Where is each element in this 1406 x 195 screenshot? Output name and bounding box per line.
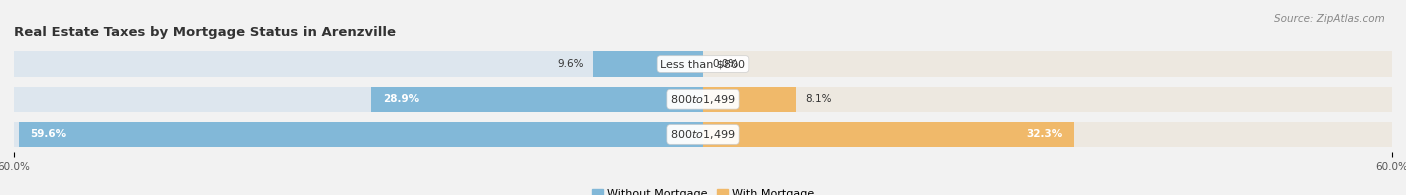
Text: Real Estate Taxes by Mortgage Status in Arenzville: Real Estate Taxes by Mortgage Status in … — [14, 26, 396, 39]
Bar — [14, 87, 703, 112]
Text: 32.3%: 32.3% — [1026, 129, 1063, 139]
Text: 0.0%: 0.0% — [713, 59, 738, 69]
Bar — [14, 51, 703, 77]
Bar — [371, 87, 703, 112]
Text: 28.9%: 28.9% — [382, 94, 419, 104]
Legend: Without Mortgage, With Mortgage: Without Mortgage, With Mortgage — [588, 184, 818, 195]
Bar — [593, 51, 703, 77]
Text: $800 to $1,499: $800 to $1,499 — [671, 128, 735, 141]
Bar — [703, 51, 1392, 77]
Text: Source: ZipAtlas.com: Source: ZipAtlas.com — [1274, 14, 1385, 24]
Bar — [14, 122, 703, 147]
Text: 8.1%: 8.1% — [806, 94, 832, 104]
Bar — [703, 87, 1392, 112]
Text: 59.6%: 59.6% — [30, 129, 66, 139]
Text: 9.6%: 9.6% — [557, 59, 583, 69]
Bar — [703, 87, 796, 112]
Text: $800 to $1,499: $800 to $1,499 — [671, 93, 735, 106]
Text: Less than $800: Less than $800 — [661, 59, 745, 69]
Bar — [703, 122, 1392, 147]
Bar — [703, 122, 1074, 147]
Bar — [18, 122, 703, 147]
